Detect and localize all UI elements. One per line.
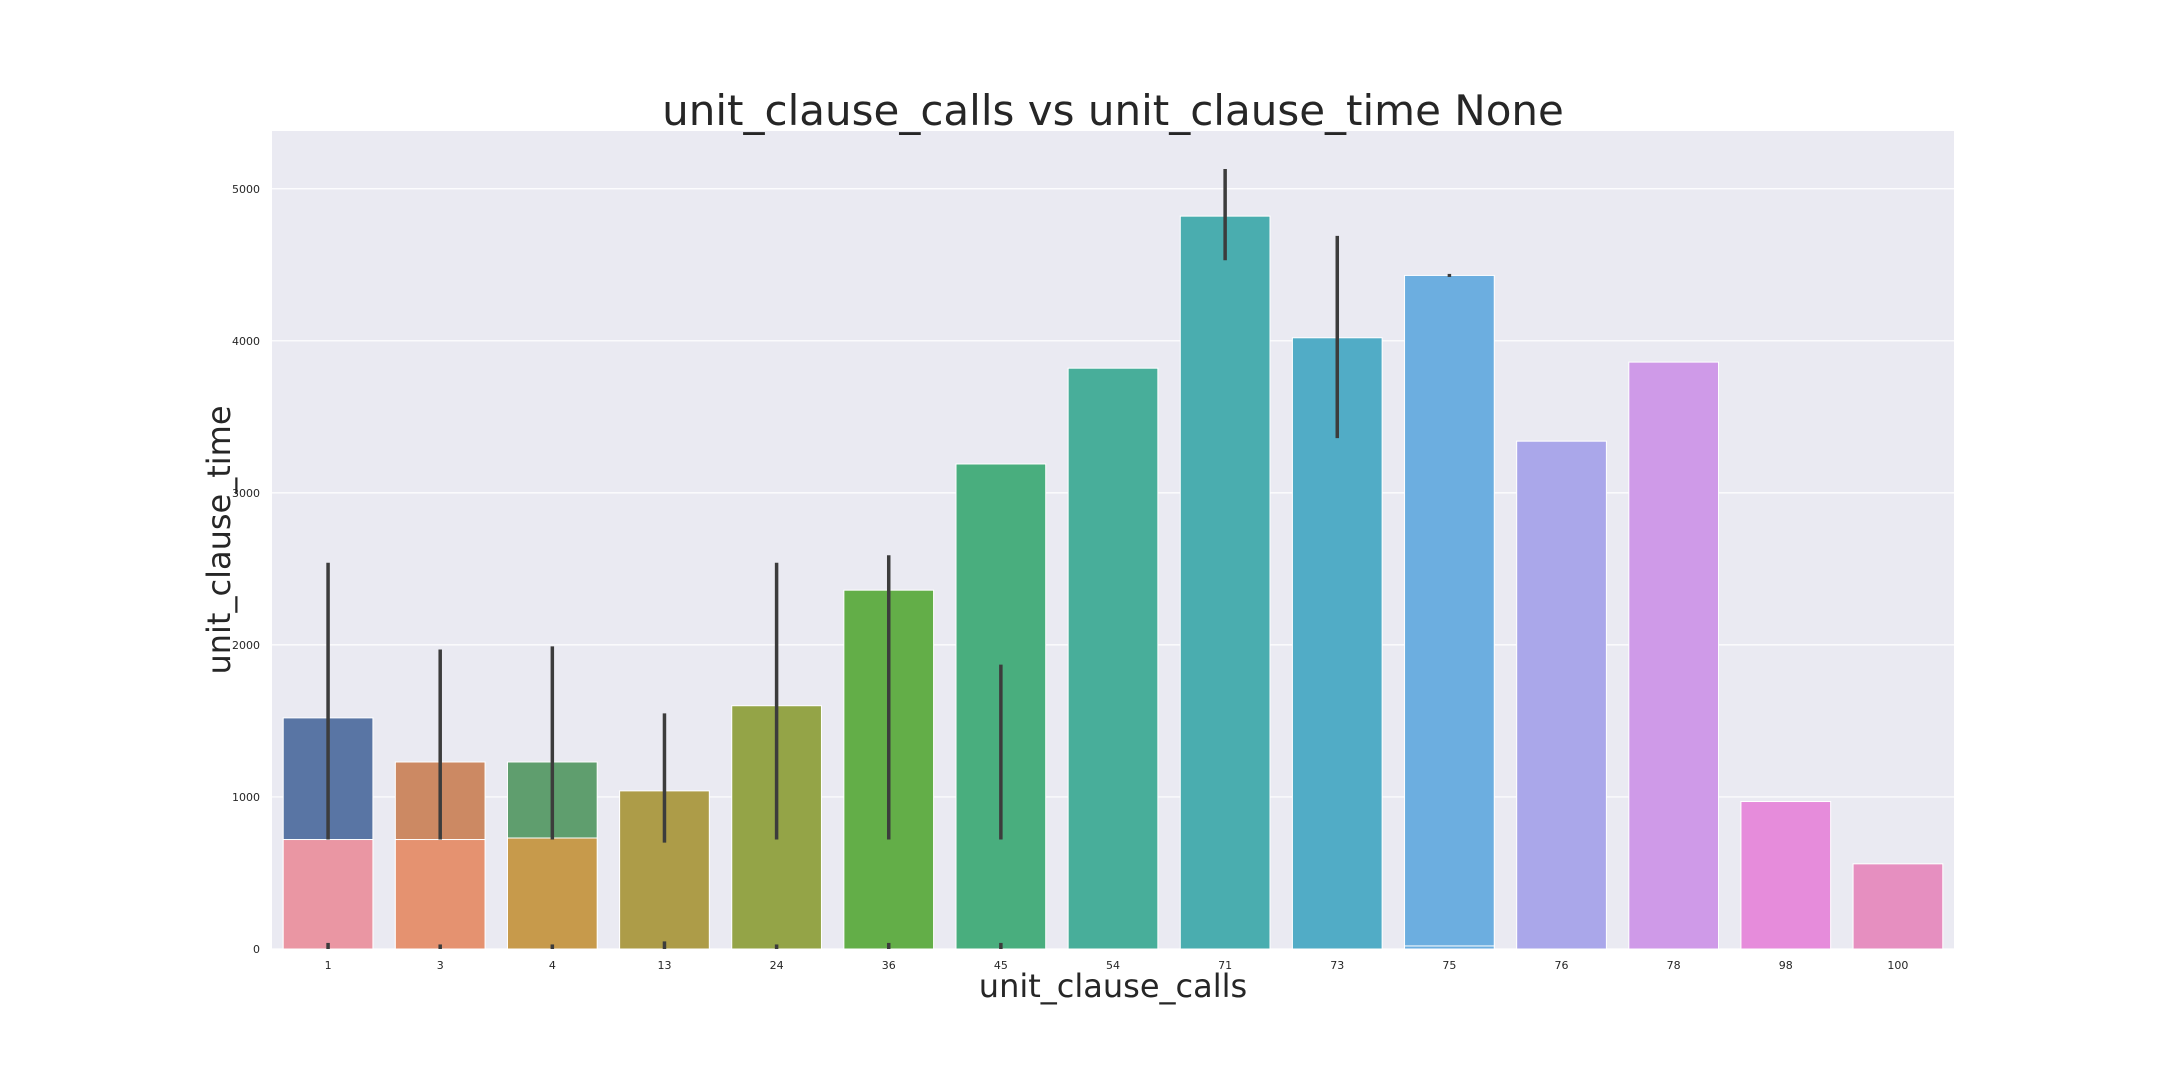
bar [1516, 440, 1607, 950]
bar [1291, 337, 1383, 950]
chart-title: unit_clause_calls vs unit_clause_time No… [662, 86, 1564, 135]
bar [1179, 215, 1271, 950]
x-tick-label: 76 [1555, 959, 1569, 972]
x-tick-label: 24 [770, 959, 784, 972]
y-tick-label: 0 [253, 943, 260, 956]
bar [1852, 863, 1944, 950]
bar [506, 837, 598, 950]
x-tick-label: 71 [1218, 959, 1232, 972]
x-tick-label: 75 [1442, 959, 1456, 972]
y-tick-label: 1000 [232, 791, 260, 804]
x-tick-label: 3 [437, 959, 444, 972]
x-tick-label: 36 [882, 959, 896, 972]
x-tick-label: 98 [1779, 959, 1793, 972]
bar [1628, 361, 1720, 950]
bars [282, 215, 1944, 950]
y-tick-label: 4000 [232, 335, 260, 348]
x-tick-label: 4 [549, 959, 556, 972]
bar [1067, 367, 1159, 950]
bar [282, 839, 374, 950]
x-tick-label: 78 [1667, 959, 1681, 972]
bar [1740, 801, 1832, 950]
x-tick-label: 54 [1106, 959, 1120, 972]
y-axis-label: unit_clause_time [200, 405, 238, 674]
y-tick-label: 5000 [232, 183, 260, 196]
x-tick-label: 1 [325, 959, 332, 972]
error-bars [326, 169, 1452, 949]
x-tick-label: 45 [994, 959, 1008, 972]
y-tick-label: 3000 [232, 487, 260, 500]
y-tick-label: 2000 [232, 639, 260, 652]
bar [1404, 945, 1495, 950]
x-tick-label: 100 [1887, 959, 1908, 972]
y-tick-labels: 0 1000 2000 3000 4000 5000 [232, 183, 260, 956]
x-tick-label: 13 [657, 959, 671, 972]
x-tick-labels: 1 3 4 13 24 36 45 54 71 73 75 76 78 98 100 [325, 959, 1909, 972]
x-axis-label: unit_clause_calls [979, 967, 1247, 1005]
bar [1404, 274, 1495, 950]
x-tick-label: 73 [1330, 959, 1344, 972]
bar [394, 839, 486, 950]
